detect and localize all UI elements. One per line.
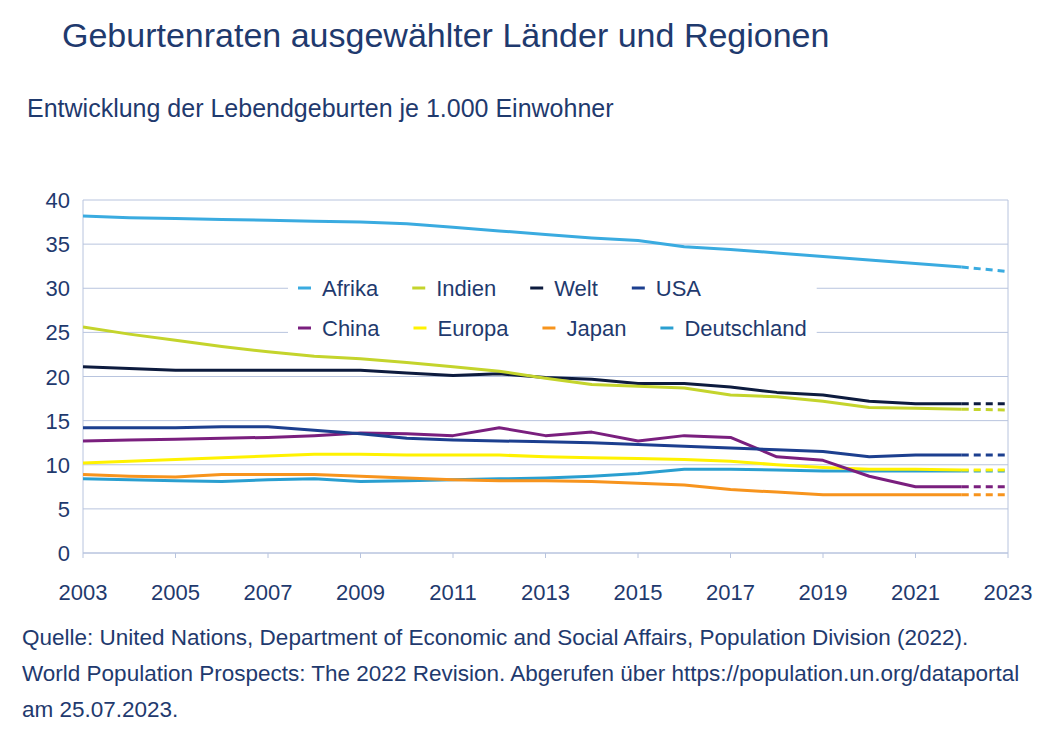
- legend-swatch: [412, 287, 425, 290]
- series-line: [83, 216, 962, 267]
- legend-label: Europa: [437, 316, 509, 341]
- x-tick-label: 2015: [614, 580, 663, 605]
- series-line: [83, 428, 962, 487]
- grid-line: [83, 464, 1008, 465]
- y-tick-label: 20: [46, 365, 70, 390]
- series-line-projection: [962, 267, 1008, 271]
- x-tick-label: 2009: [336, 580, 385, 605]
- x-tick: [360, 553, 361, 558]
- legend-swatch: [298, 287, 311, 290]
- x-tick-label: 2021: [891, 580, 940, 605]
- series-line-projection: [962, 454, 1008, 457]
- series-line: [83, 427, 962, 457]
- legend-label: USA: [656, 276, 702, 301]
- legend-label: Welt: [554, 276, 598, 301]
- legend-label: Afrika: [322, 276, 379, 301]
- grid-line: [83, 244, 1008, 245]
- x-tick: [915, 553, 916, 558]
- x-tick: [268, 553, 269, 558]
- y-tick-label: 35: [46, 232, 70, 257]
- plot-lines: [83, 216, 1008, 495]
- legend-label: Deutschland: [684, 316, 806, 341]
- legend-swatch: [542, 327, 555, 330]
- y-tick-label: 5: [58, 497, 70, 522]
- series-line: [83, 474, 962, 494]
- legend-label: China: [322, 316, 380, 341]
- legend-swatch: [660, 327, 673, 330]
- legend-swatch: [632, 287, 645, 290]
- legend: Afrika Indien Welt USA China Europa Japan Deuts…: [288, 268, 817, 348]
- subtitle: Entwicklung der Lebendgeburten je 1.000 …: [27, 94, 614, 122]
- legend-swatch: [298, 327, 311, 330]
- x-tick: [175, 553, 176, 558]
- grid-line: [83, 200, 1008, 201]
- x-tick-label: 2019: [799, 580, 848, 605]
- x-tick-label: 2011: [429, 580, 476, 605]
- y-tick-label: 0: [58, 541, 70, 566]
- legend-label: Indien: [436, 276, 496, 301]
- x-tick: [83, 553, 84, 558]
- x-tick: [453, 553, 454, 558]
- series-line-projection: [962, 408, 1008, 412]
- x-tick: [1008, 553, 1009, 558]
- y-axis: [83, 200, 84, 553]
- series-line: [83, 367, 962, 404]
- legend-background: [288, 268, 817, 348]
- frame: [1008, 200, 1009, 553]
- y-tick-label: 15: [46, 409, 70, 434]
- series-line-projection: [962, 493, 1008, 496]
- x-tick-label: 2005: [151, 580, 200, 605]
- x-tick-label: 2023: [984, 580, 1033, 605]
- series-line-projection: [962, 469, 1008, 472]
- x-tick: [545, 553, 546, 558]
- title: Geburtenraten ausgewählter Länder und Re…: [62, 16, 829, 54]
- y-tick-label: 10: [46, 453, 70, 478]
- x-tick: [730, 553, 731, 558]
- grid-line: [83, 420, 1008, 421]
- series-line-projection: [962, 485, 1008, 488]
- y-tick-label: 40: [46, 188, 70, 213]
- y-tick-label: 25: [46, 320, 70, 345]
- x-tick-label: 2017: [706, 580, 755, 605]
- grid-line: [83, 508, 1008, 509]
- x-tick: [823, 553, 824, 558]
- source: Quelle: United Nations, Department of Ec…: [22, 620, 1022, 728]
- y-tick-label: 30: [46, 276, 70, 301]
- x-tick-label: 2007: [244, 580, 293, 605]
- legend-swatch: [530, 287, 543, 290]
- legend-swatch: [413, 327, 426, 330]
- x-tick-label: 2013: [521, 580, 570, 605]
- series-line-projection: [962, 469, 1008, 472]
- x-tick: [638, 553, 639, 558]
- series-line-projection: [962, 402, 1008, 405]
- legend-label: Japan: [566, 316, 626, 341]
- x-tick-label: 2003: [59, 580, 108, 605]
